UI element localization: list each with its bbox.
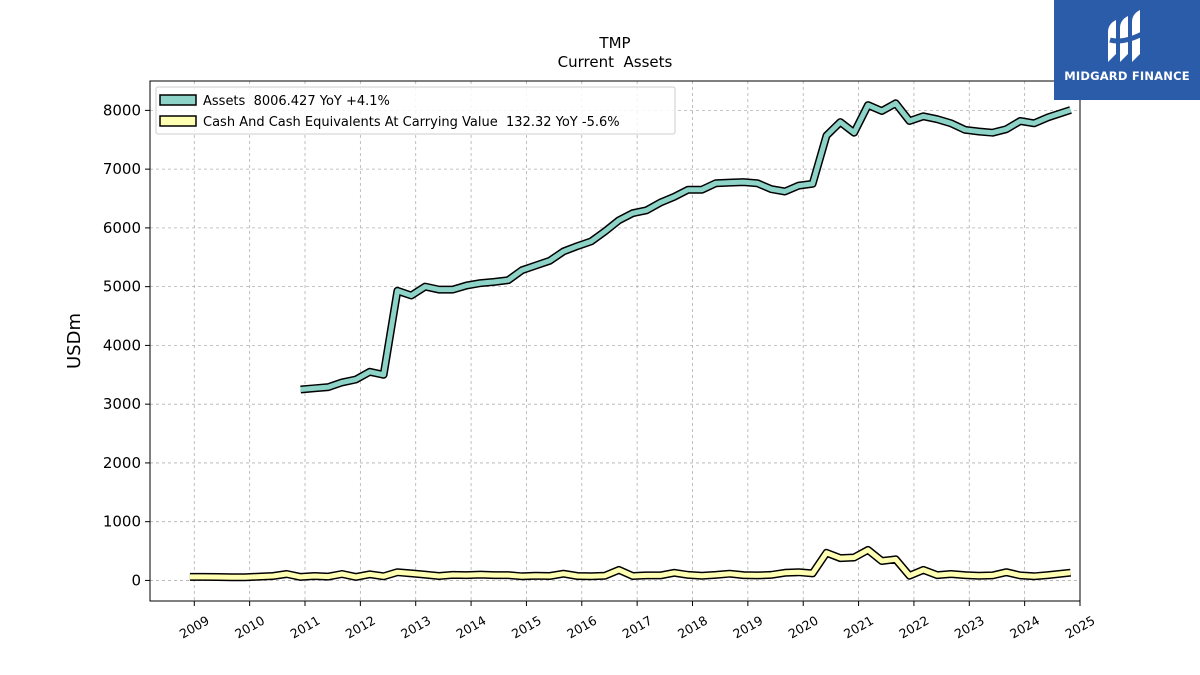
y-tick-label: 5000 xyxy=(103,278,141,296)
x-tick-label: 2013 xyxy=(398,613,433,642)
y-tick-label: 3000 xyxy=(103,395,141,413)
logo-text: MIDGARD FINANCE xyxy=(1064,69,1190,83)
legend-swatch-cash xyxy=(159,115,197,127)
x-tick-label: 2018 xyxy=(675,613,710,642)
plot-frame xyxy=(149,80,1081,602)
x-tick-label: 2023 xyxy=(952,613,987,642)
y-tick-label: 4000 xyxy=(103,336,141,354)
x-tick-label: 2021 xyxy=(841,613,876,642)
chart-subtitle: Current Assets xyxy=(558,53,673,71)
x-tick-label: 2010 xyxy=(232,613,267,642)
legend-label-assets: Assets 8006.427 YoY +4.1% xyxy=(203,94,390,109)
legend-swatch-assets xyxy=(159,94,197,106)
y-tick-label: 0 xyxy=(131,571,141,589)
midgard-finance-logo: MIDGARD FINANCE xyxy=(1054,0,1200,100)
chart-title: TMP xyxy=(598,34,630,52)
legend: Assets 8006.427 YoY +4.1% Cash And Cash … xyxy=(155,86,676,135)
y-axis: 0 1000 2000 3000 4000 5000 6000 7000 8000 xyxy=(103,101,150,589)
x-tick-label: 2015 xyxy=(509,613,544,642)
legend-label-cash: Cash And Cash Equivalents At Carrying Va… xyxy=(203,115,620,130)
x-tick-label: 2025 xyxy=(1062,613,1097,642)
y-tick-label: 1000 xyxy=(103,513,141,531)
x-tick-label: 2017 xyxy=(620,613,655,642)
y-tick-label: 7000 xyxy=(103,160,141,178)
x-tick-label: 2009 xyxy=(177,613,212,642)
series-line-cash xyxy=(189,547,1071,580)
y-tick-label: 6000 xyxy=(103,219,141,237)
logo-mark-icon xyxy=(1108,10,1148,62)
legend-box xyxy=(155,86,676,135)
x-axis: 2009 2010 2011 2012 2013 2014 2015 2016 2017 2018… xyxy=(177,601,1098,642)
series-layer xyxy=(189,99,1072,582)
x-tick-label: 2020 xyxy=(786,613,821,642)
x-tick-label: 2016 xyxy=(564,613,599,642)
x-tick-label: 2014 xyxy=(454,613,489,642)
x-tick-label: 2019 xyxy=(730,613,765,642)
y-axis-label: USDm xyxy=(64,313,85,369)
y-tick-label: 8000 xyxy=(103,101,141,119)
series-line-assets xyxy=(300,100,1072,392)
y-tick-label: 2000 xyxy=(103,454,141,472)
grid xyxy=(150,81,1081,601)
x-tick-label: 2012 xyxy=(343,613,378,642)
x-tick-label: 2022 xyxy=(896,613,931,642)
x-tick-label: 2024 xyxy=(1007,613,1042,642)
x-tick-label: 2011 xyxy=(287,613,322,642)
